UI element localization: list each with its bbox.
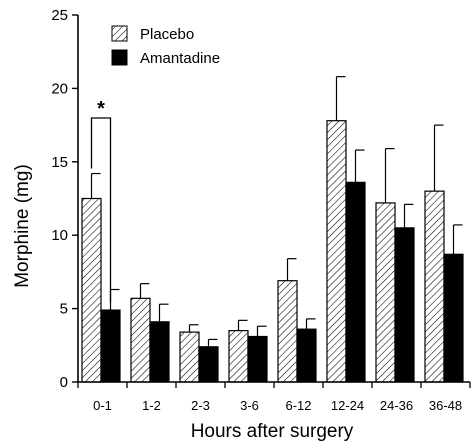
bar-amantadine-3-6 [247, 335, 268, 383]
legend-label-placebo: Placebo [140, 26, 194, 43]
bar-placebo-2-3 [179, 331, 200, 383]
legend-label-amantadine: Amantadine [140, 50, 220, 67]
x-tick-label: 1-2 [142, 398, 161, 413]
bar-amantadine-36-48 [443, 253, 464, 383]
legend: Placebo Amantadine [111, 25, 220, 67]
bar-amantadine-12-24 [345, 181, 366, 383]
significance-star: * [97, 98, 105, 120]
y-tick-label: 0 [60, 374, 68, 391]
bar-placebo-36-48 [424, 190, 445, 383]
bar-amantadine-24-36 [394, 227, 415, 383]
bar-placebo-24-36 [375, 202, 396, 383]
x-axis: 0-1 1-2 2-3 3-6 6-12 12-24 24-36 36-48 [77, 381, 471, 413]
error-bars-group [90, 76, 463, 347]
x-tick-label: 36-48 [429, 398, 462, 413]
significance-bracket [90, 117, 112, 303]
x-axis-title: Hours after surgery [191, 421, 354, 442]
x-tick-label: 24-36 [380, 398, 413, 413]
y-tick-label: 25 [51, 7, 68, 24]
bar-placebo-1-2 [130, 297, 151, 383]
legend-swatch-amantadine [111, 49, 128, 66]
y-tick-label: 10 [51, 227, 68, 244]
bar-amantadine-0-1 [100, 309, 121, 383]
bar-placebo-0-1 [81, 197, 102, 383]
significance-annotation: * [90, 98, 112, 303]
x-tick-label: 6-12 [285, 398, 311, 413]
legend-swatch-placebo [111, 25, 128, 42]
y-axis: 0 5 10 15 20 25 [51, 7, 79, 391]
bar-amantadine-6-12 [296, 328, 317, 383]
y-axis-title: Morphine (mg) [12, 164, 33, 288]
bar-placebo-3-6 [228, 330, 249, 383]
y-tick-label: 5 [60, 301, 68, 318]
bar-placebo-12-24 [326, 120, 347, 383]
bars-group [81, 120, 464, 383]
bar-amantadine-2-3 [198, 346, 219, 383]
x-tick-label: 2-3 [191, 398, 210, 413]
x-tick-label: 0-1 [93, 398, 112, 413]
x-tick-label: 12-24 [331, 398, 364, 413]
bar-placebo-6-12 [277, 280, 298, 383]
bar-amantadine-1-2 [149, 321, 170, 383]
x-tick-label: 3-6 [240, 398, 259, 413]
y-tick-label: 15 [51, 154, 68, 171]
y-tick-label: 20 [51, 80, 68, 97]
